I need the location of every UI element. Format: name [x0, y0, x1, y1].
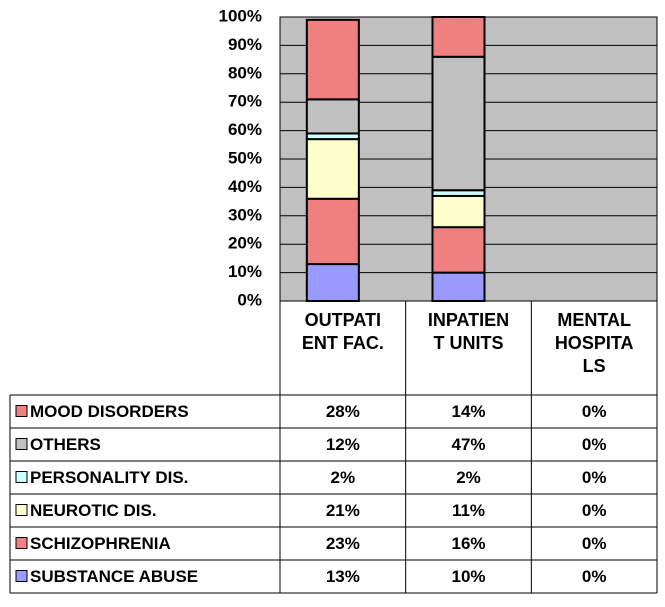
bar-segment: [305, 263, 360, 302]
value-label: 10%: [451, 567, 485, 586]
value-label: 12%: [326, 435, 360, 454]
legend-label: NEUROTIC DIS.: [30, 501, 157, 520]
y-tick-label: 90%: [228, 35, 262, 54]
legend-swatch: [15, 405, 28, 417]
legend-swatch: [15, 570, 28, 582]
value-label: 14%: [451, 402, 485, 421]
value-label: 0%: [582, 468, 607, 487]
bar-segment: [431, 271, 486, 303]
y-tick-label: 40%: [228, 177, 262, 196]
legend-label: PERSONALITY DIS.: [30, 468, 188, 487]
bar-segment: [431, 194, 486, 229]
bar-segment: [305, 18, 360, 101]
value-label: 11%: [452, 501, 485, 520]
value-label: 2%: [331, 468, 356, 487]
x-tick-label: INPATIENT UNITS: [427, 310, 510, 353]
y-tick-label: 70%: [228, 92, 262, 111]
legend-label: SCHIZOPHRENIA: [30, 534, 171, 553]
value-label: 28%: [326, 402, 360, 421]
value-label: 23%: [326, 534, 360, 553]
y-tick-label: 0%: [237, 290, 262, 309]
legend-swatch: [15, 438, 28, 450]
y-tick-label: 80%: [228, 63, 262, 82]
bar-segment: [431, 16, 486, 58]
y-tick-label: 100%: [219, 6, 262, 25]
legend-label: OTHERS: [30, 435, 101, 454]
y-tick-label: 30%: [228, 205, 262, 224]
bar-segment: [431, 55, 486, 192]
value-label: 13%: [326, 567, 360, 586]
bar-segment: [305, 138, 360, 200]
legend-label: SUBSTANCE ABUSE: [30, 567, 198, 586]
x-tick-label: MENTAL HOSPITALS: [554, 310, 634, 376]
value-label: 16%: [451, 534, 485, 553]
value-label: 0%: [582, 435, 607, 454]
y-tick-label: 10%: [228, 262, 262, 281]
y-tick-label: 60%: [228, 120, 262, 139]
bar-segment: [305, 98, 360, 135]
x-tick-label: OUTPATIENT FAC.: [301, 310, 384, 353]
y-tick-label: 50%: [228, 148, 262, 167]
value-label: 21%: [326, 501, 360, 520]
value-label: 0%: [582, 501, 607, 520]
legend-swatch: [15, 471, 28, 483]
bar-segment: [305, 197, 360, 266]
y-tick-label: 20%: [228, 234, 262, 253]
legend-label: MOOD DISORDERS: [30, 402, 189, 421]
value-label: 0%: [582, 534, 607, 553]
value-label: 0%: [582, 567, 607, 586]
value-label: 47%: [451, 435, 485, 454]
legend-swatch: [15, 537, 28, 549]
legend-swatch: [15, 504, 28, 516]
value-label: 2%: [456, 468, 481, 487]
value-label: 0%: [582, 402, 607, 421]
bar-segment: [431, 226, 486, 274]
